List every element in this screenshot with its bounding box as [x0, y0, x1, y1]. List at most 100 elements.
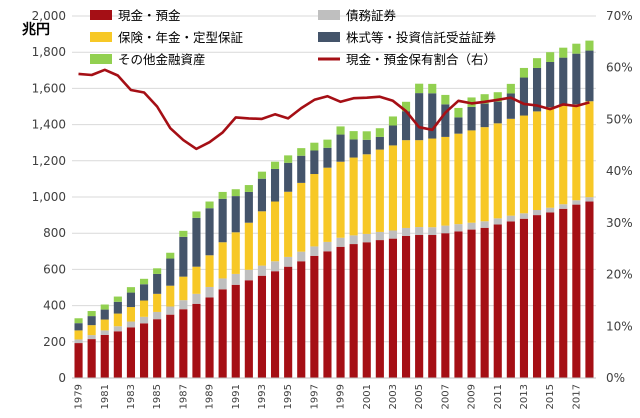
- y-right-tick-label: 40%: [606, 164, 633, 178]
- bar-segment-0: [559, 208, 568, 378]
- legend-swatch: [90, 32, 112, 42]
- bar-segment-2: [546, 107, 555, 208]
- y-right-tick-label: 70%: [606, 9, 633, 23]
- legend-label: 株式等・投資信託受益証券: [346, 30, 497, 45]
- bar-segment-0: [297, 261, 306, 378]
- bar-segment-1: [192, 293, 201, 304]
- bar-segment-2: [454, 133, 463, 225]
- bar-segment-1: [480, 221, 489, 228]
- bar-segment-2: [349, 157, 358, 236]
- bar-segment-4: [441, 94, 450, 105]
- bar-segment-1: [585, 197, 594, 202]
- bar-segment-1: [87, 335, 96, 340]
- bar-segment-2: [519, 115, 529, 214]
- bar-segment-3: [362, 139, 371, 155]
- bar-segment-1: [532, 210, 542, 216]
- bar-segment-3: [126, 292, 136, 308]
- bar-segment-1: [506, 215, 515, 222]
- bar-segment-3: [532, 67, 542, 112]
- bar-segment-3: [244, 191, 253, 223]
- bar-segment-2: [179, 276, 188, 301]
- bar-segment-2: [74, 330, 83, 340]
- x-tick-label: 1999: [336, 384, 347, 409]
- y-right-tick-label: 50%: [606, 112, 633, 126]
- bar-segment-4: [454, 107, 463, 118]
- bar-segment-1: [257, 265, 267, 276]
- bar-segment-4: [166, 252, 175, 259]
- bar-segment-2: [257, 211, 267, 266]
- bar-segment-3: [100, 309, 109, 320]
- bar-segment-1: [362, 233, 371, 243]
- bar-segment-0: [270, 271, 280, 378]
- x-tick-label: 1997: [309, 384, 320, 409]
- bar-segment-1: [297, 251, 306, 262]
- bar-segment-4: [113, 296, 122, 302]
- bar-segment-2: [153, 293, 162, 312]
- bar-segment-3: [297, 155, 306, 183]
- x-tick-label: 1995: [283, 384, 294, 409]
- y-right-tick-label: 0%: [606, 371, 625, 385]
- legend-label: 債務証券: [346, 8, 397, 23]
- bar-segment-4: [401, 101, 411, 112]
- bar-segment-1: [284, 256, 293, 267]
- bar-segment-2: [467, 130, 476, 223]
- bar-segment-3: [179, 236, 188, 277]
- bar-segment-2: [205, 255, 214, 287]
- bar-segment-3: [467, 106, 476, 131]
- bar-segment-0: [284, 266, 293, 378]
- bar-segment-4: [126, 287, 136, 293]
- bar-segment-2: [323, 167, 332, 242]
- y-left-tick-label: 1,400: [32, 118, 66, 132]
- bar-segment-4: [519, 67, 529, 78]
- bar-segment-3: [310, 150, 319, 175]
- y-left-tick-label: 400: [43, 299, 66, 313]
- bar-segment-4: [87, 311, 96, 317]
- bar-segment-2: [480, 127, 489, 222]
- bar-segment-3: [559, 57, 568, 105]
- bar-segment-4: [139, 278, 149, 285]
- bar-segment-4: [153, 268, 162, 274]
- y-right-tick-label: 60%: [606, 61, 633, 75]
- bar-segment-2: [506, 118, 515, 216]
- bar-segment-4: [270, 161, 280, 169]
- x-tick-label: 1981: [100, 384, 111, 409]
- x-tick-label: 2005: [414, 384, 425, 409]
- legend-label: 保険・年金・定型保証: [118, 30, 244, 45]
- y-left-tick-label: 0: [58, 371, 66, 385]
- bar-segment-3: [218, 198, 227, 243]
- legend-swatch: [90, 54, 112, 64]
- bar-segment-3: [572, 53, 581, 105]
- x-tick-label: 1989: [205, 384, 216, 409]
- x-tick-label: 2015: [545, 384, 556, 409]
- y-left-tick-label: 1,200: [32, 154, 66, 168]
- x-tick-label: 1991: [231, 384, 242, 409]
- bar-segment-0: [218, 289, 227, 378]
- bar-segment-3: [166, 258, 175, 286]
- bar-segment-4: [284, 155, 293, 163]
- bar-segment-4: [192, 211, 201, 218]
- legend-swatch: [318, 10, 340, 20]
- bar-segment-4: [362, 131, 371, 140]
- bar-segment-2: [126, 307, 136, 322]
- bar-segment-4: [415, 83, 424, 94]
- share-line: [78, 68, 590, 151]
- bar-segment-1: [349, 235, 358, 245]
- bar-segment-3: [139, 284, 149, 301]
- bar-segment-0: [441, 233, 450, 378]
- bar-segment-2: [192, 266, 201, 294]
- bar-segment-0: [113, 331, 122, 378]
- bar-segment-2: [231, 232, 240, 274]
- bar-segment-1: [218, 278, 227, 290]
- bar-segment-2: [415, 140, 424, 228]
- bar-segment-4: [179, 230, 188, 237]
- y-left-tick-label: 600: [43, 262, 66, 276]
- bar-segment-0: [87, 339, 96, 378]
- bar-segment-1: [113, 326, 122, 332]
- y-left-tick-label: 1,600: [32, 81, 66, 95]
- x-tick-label: 1987: [178, 384, 189, 409]
- bar-segment-4: [585, 40, 594, 51]
- legend-label: 現金・預金: [118, 8, 181, 23]
- bar-segment-2: [336, 161, 345, 238]
- bar-segment-4: [349, 131, 358, 140]
